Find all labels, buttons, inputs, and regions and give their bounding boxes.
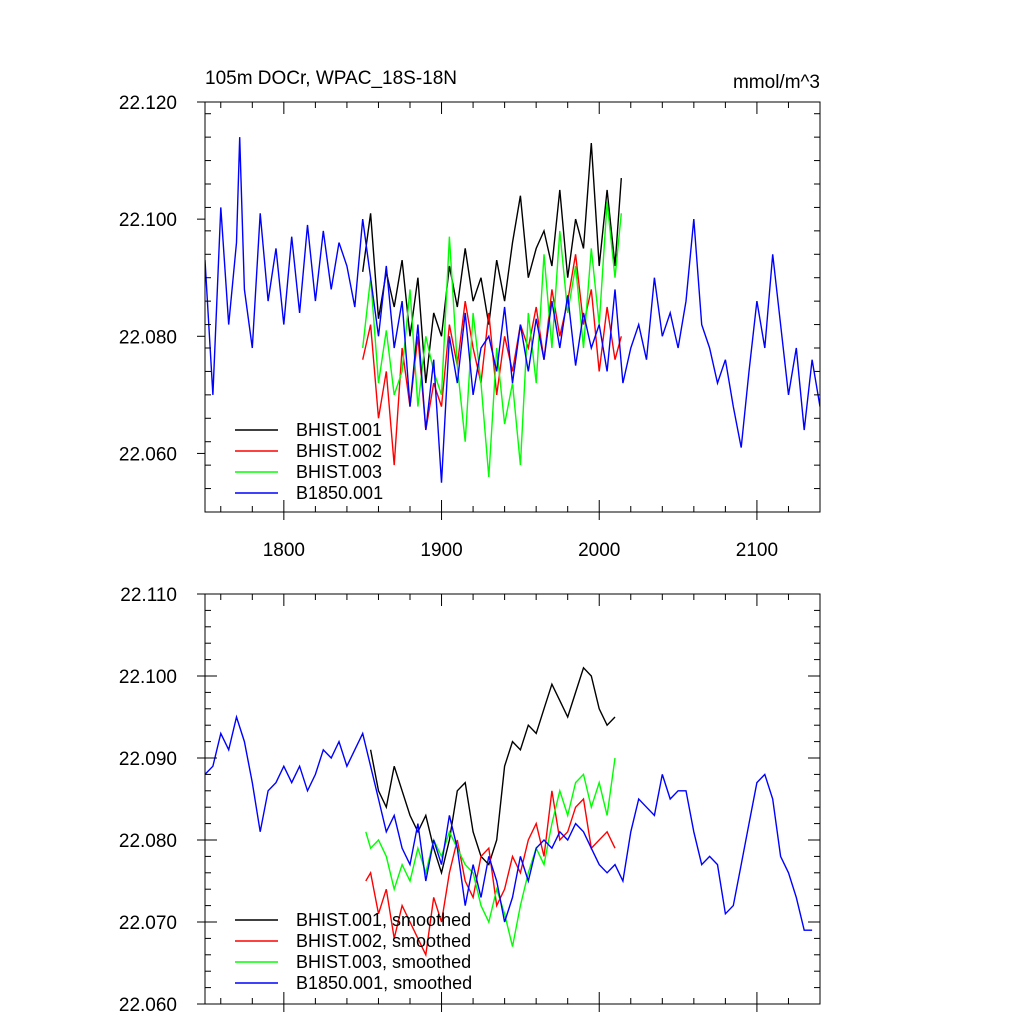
- x-tick-label: 1900: [420, 540, 462, 561]
- y-tick-label: 22.060: [119, 995, 177, 1016]
- series-line-1: [365, 790, 616, 958]
- units-label: mmol/m^3: [733, 72, 820, 93]
- y-tick-label: 22.080: [119, 831, 177, 852]
- panel-top: 22.060 22.080 22.100 22.120 1800 1900 2000 2100…: [119, 93, 821, 561]
- series-line-3: [205, 714, 813, 931]
- panel-bottom: 22.060 22.070 22.080 22.090 22.100 22.110 BHIS…: [119, 585, 821, 1016]
- series-line-2: [365, 757, 616, 947]
- plot-frame: [204, 101, 821, 513]
- y-tick-label: 22.070: [119, 913, 177, 934]
- series-line-0: [369, 666, 616, 876]
- series-line-2: [362, 201, 622, 477]
- legend-entry: B1850.001: [296, 483, 383, 503]
- x-tick-label: 2000: [578, 540, 620, 561]
- legend-entry: BHIST.003: [296, 462, 382, 482]
- x-tick-label: 1800: [263, 540, 305, 561]
- y-tick-label: 22.080: [119, 327, 177, 348]
- legend-entry: BHIST.001: [296, 420, 382, 440]
- series-line-0: [362, 142, 622, 384]
- y-tick-label: 22.110: [120, 585, 177, 606]
- series-line-3: [205, 137, 820, 483]
- legend-entry: BHIST.002, smoothed: [296, 931, 471, 951]
- legend-entry: BHIST.002: [296, 441, 382, 461]
- legend-entry: BHIST.001, smoothed: [296, 910, 471, 930]
- y-tick-label: 22.100: [119, 667, 177, 688]
- y-tick-label: 22.120: [119, 93, 177, 114]
- y-tick-label: 22.060: [119, 444, 177, 465]
- y-tick-label: 22.090: [119, 749, 177, 770]
- plot-frame: [204, 593, 821, 1005]
- legend-entry: B1850.001, smoothed: [296, 973, 472, 993]
- chart-title: 105m DOCr, WPAC_18S-18N: [205, 68, 457, 89]
- x-tick-label: 2100: [736, 540, 778, 561]
- legend-entry: BHIST.003, smoothed: [296, 952, 471, 972]
- y-tick-label: 22.100: [119, 210, 177, 231]
